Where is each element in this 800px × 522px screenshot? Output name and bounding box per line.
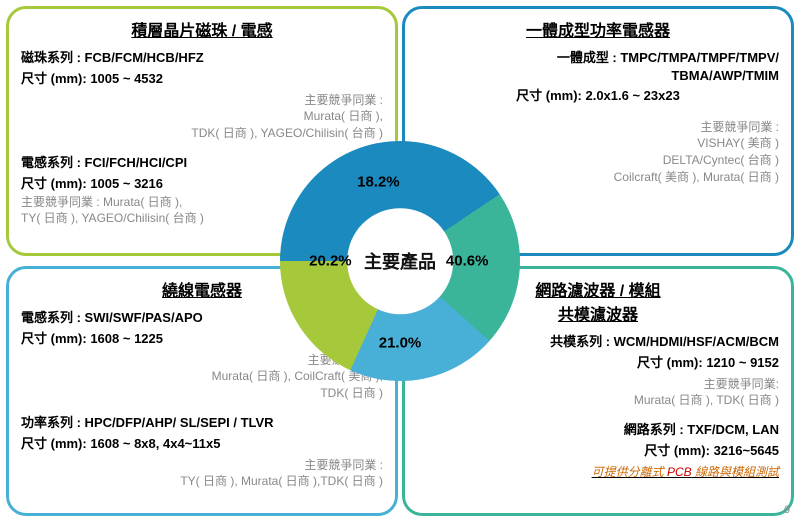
q-br-comp1a: Murata( 日商 ), TDK( 日商 ) <box>417 392 779 409</box>
q-br-note: 可提供分離式 PCB 線路與模組測試 <box>417 463 779 480</box>
q-tl-title: 積層晶片磁珠 / 電感 <box>21 17 383 41</box>
q-tr-title: 一體成型功率電感器 <box>417 17 779 41</box>
donut-pct-label: 20.2% <box>309 253 352 270</box>
q-tr-comp-label1: 主要競爭同業 : <box>417 118 779 135</box>
note-part-c: 線路與模組測試 <box>692 465 779 479</box>
q-tl-series1-size: 尺寸 (mm): 1005 ~ 4532 <box>21 68 383 87</box>
q-bl-comp-label2: 主要競爭同業 : <box>21 456 383 473</box>
q-tr-series1: 一體成型 : TMPC/TMPA/TMPF/TMPV/ <box>417 47 779 66</box>
donut-center-label: 主要產品 <box>347 208 453 314</box>
note-part-b: PCB <box>667 465 692 479</box>
donut-pct-label: 40.6% <box>446 253 489 270</box>
q-br-series2-size: 尺寸 (mm): 3216~5645 <box>417 440 779 459</box>
donut-pct-label: 18.2% <box>357 173 400 190</box>
q-br-series2: 網路系列 : TXF/DCM, LAN <box>417 419 779 438</box>
q-tl-comp1a: Murata( 日商 ), <box>21 108 383 125</box>
q-tr-series1-size: 尺寸 (mm): 2.0x1.6 ~ 23x23 <box>417 85 779 104</box>
q-tl-series1: 磁珠系列 : FCB/FCM/HCB/HFZ <box>21 47 383 66</box>
donut-chart: 主要產品 40.6% 21.0% 20.2% 18.2% <box>280 141 520 381</box>
q-tl-comp1b: TDK( 日商 ), YAGEO/Chilisin( 台商 ) <box>21 125 383 142</box>
q-tl-comp-label1: 主要競爭同業 : <box>21 91 383 108</box>
page-number: 6 <box>784 504 790 516</box>
q-bl-comp1b: TDK( 日商 ) <box>21 385 383 402</box>
q-tr-series1b: TBMA/AWP/TMIM <box>417 68 779 83</box>
q-bl-comp2a: TY( 日商 ), Murata( 日商 ),TDK( 日商 ) <box>21 473 383 490</box>
q-bl-series2-size: 尺寸 (mm): 1608 ~ 8x8, 4x4~11x5 <box>21 433 383 452</box>
donut-pct-label: 21.0% <box>379 334 422 351</box>
q-bl-series2: 功率系列 : HPC/DFP/AHP/ SL/SEPI / TLVR <box>21 412 383 431</box>
note-part-a: 可提供分離式 <box>592 465 667 479</box>
